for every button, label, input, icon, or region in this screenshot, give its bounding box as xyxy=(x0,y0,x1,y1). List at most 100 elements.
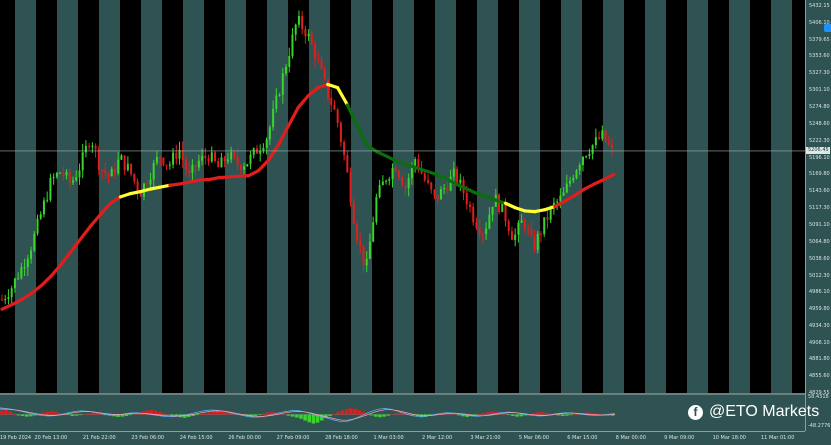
candle-body xyxy=(243,166,246,170)
moving-average-segment xyxy=(10,297,24,307)
oscillator-bar xyxy=(99,413,104,415)
oscillator-bar xyxy=(328,414,332,417)
oscillator-panel[interactable] xyxy=(0,395,805,431)
oscillator-bar xyxy=(41,412,46,415)
price-axis[interactable]: 5432.15 5406.10 5379.65 5353.60 5327.30 5301.… xyxy=(805,0,831,431)
candle-body xyxy=(7,297,10,299)
candle-body xyxy=(491,206,494,215)
moving-average-segment xyxy=(326,82,340,90)
candle-body xyxy=(88,145,91,147)
candle-body xyxy=(310,33,313,45)
moving-average-segment xyxy=(533,208,547,214)
oscillator-bar xyxy=(195,414,199,416)
panel-separator[interactable] xyxy=(0,393,805,395)
candle-body xyxy=(475,222,478,228)
moving-average-segment xyxy=(217,175,231,180)
oscillator-bar xyxy=(236,413,241,415)
candle-body xyxy=(362,245,365,266)
moving-average-segment xyxy=(108,195,123,205)
candle-body xyxy=(485,228,488,235)
moving-average-segment xyxy=(474,191,488,198)
facebook-icon: f xyxy=(688,404,703,420)
session-band xyxy=(78,0,99,393)
moving-average-segment xyxy=(592,177,606,186)
candle-body xyxy=(97,148,100,170)
oscillator-bar xyxy=(157,412,162,415)
oscillator-bar xyxy=(506,414,511,416)
oscillator-bar xyxy=(490,411,494,415)
candle-body xyxy=(314,44,317,60)
price-axis-label: 5196.10 xyxy=(809,154,830,161)
candle-body xyxy=(530,229,533,236)
oscillator-bar xyxy=(70,414,75,417)
candle-body xyxy=(510,231,513,240)
oscillator-bar xyxy=(307,414,312,423)
candle-body xyxy=(301,16,304,30)
oscillator-bar xyxy=(610,414,615,416)
oscillator-bar xyxy=(149,410,154,415)
oscillator-bar xyxy=(299,414,303,419)
moving-average-segment xyxy=(553,199,567,209)
candle-body xyxy=(472,206,475,223)
price-axis-label: 4934.30 xyxy=(809,322,830,329)
moving-average-segment xyxy=(178,180,192,186)
moving-average-segment xyxy=(563,193,577,203)
candle-body xyxy=(117,159,120,174)
moving-average-segment xyxy=(454,182,468,191)
moving-average-segment xyxy=(148,185,162,191)
candle-body xyxy=(46,199,49,201)
candle-body xyxy=(446,187,449,191)
oscillator-bar xyxy=(390,414,395,415)
candle-body xyxy=(188,170,191,174)
oscillator-bar xyxy=(486,412,490,415)
candle-body xyxy=(4,298,7,300)
oscillator-svg xyxy=(0,407,616,424)
price-chart-svg xyxy=(0,0,805,393)
candle-body xyxy=(72,180,75,183)
candle-body xyxy=(262,147,265,151)
candle-body xyxy=(465,193,468,205)
moving-average-segment xyxy=(464,186,478,195)
oscillator-bar xyxy=(319,414,324,421)
moving-average-segment xyxy=(207,175,221,182)
moving-average-segment xyxy=(257,158,271,173)
candle-body xyxy=(136,181,139,193)
oscillator-bar xyxy=(45,411,50,415)
oscillator-bar xyxy=(344,409,349,415)
moving-average-segment xyxy=(286,105,300,128)
moving-average-segment xyxy=(306,86,320,98)
candle-body xyxy=(152,162,155,180)
candle-body xyxy=(223,157,226,162)
candle-body xyxy=(62,172,65,176)
oscillator-bar xyxy=(290,414,295,417)
candle-body xyxy=(452,168,455,177)
candle-body xyxy=(478,227,481,234)
candle-body xyxy=(562,192,565,196)
moving-average-segment xyxy=(168,182,182,187)
oscillator-bar xyxy=(398,412,403,415)
candle-body xyxy=(456,168,459,184)
oscillator-bar xyxy=(353,408,357,415)
moving-average-segment xyxy=(543,204,557,212)
oscillator-bar xyxy=(536,412,540,415)
oscillator-bar xyxy=(270,411,274,415)
candle-body xyxy=(165,164,168,166)
candle-body xyxy=(436,195,439,200)
session-band xyxy=(582,0,603,393)
candle-body xyxy=(26,258,29,268)
candle-body xyxy=(565,183,568,193)
candle-body xyxy=(294,24,297,35)
oscillator-bar xyxy=(457,414,461,416)
price-chart-area[interactable] xyxy=(0,0,805,393)
price-axis-label: 5091.10 xyxy=(809,222,830,229)
moving-average-segment xyxy=(227,174,241,179)
candle-body xyxy=(20,267,23,279)
oscillator-bar xyxy=(336,412,341,415)
oscillator-bar xyxy=(598,413,602,415)
time-axis[interactable]: 19 Feb 2024 20 Feb 13:00 21 Feb 22:00 23 Fe… xyxy=(0,431,805,445)
oscillator-bar xyxy=(544,412,548,415)
price-axis-label: 4986.10 xyxy=(809,289,830,296)
oscillator-bar xyxy=(241,414,245,416)
moving-average-segment xyxy=(59,249,73,266)
oscillator-bar xyxy=(95,413,100,415)
